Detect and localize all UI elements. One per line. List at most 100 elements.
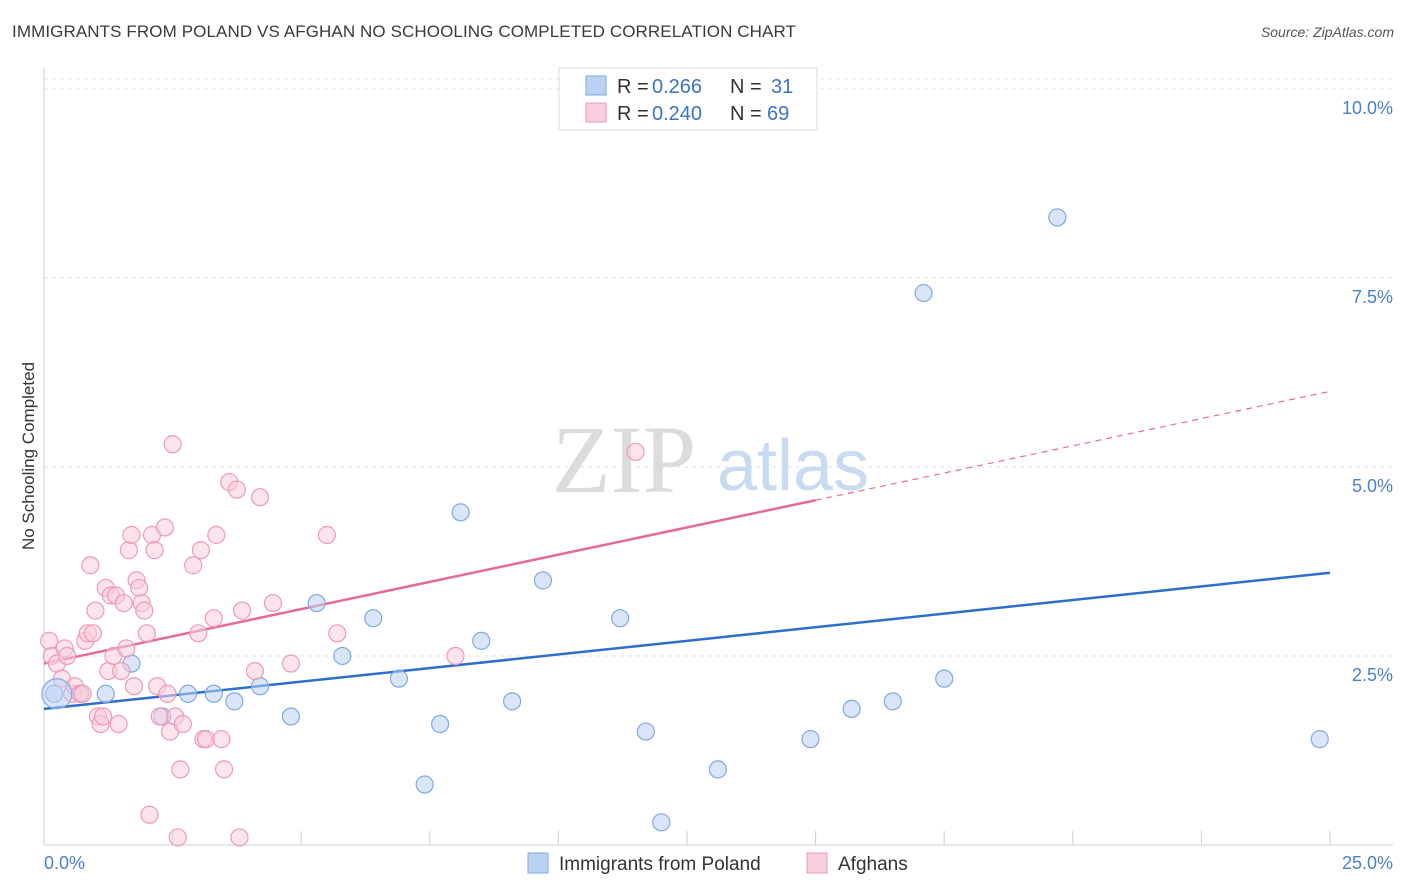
data-point-series-0 [883,692,902,711]
data-point-series-0 [451,503,470,522]
data-point-series-0 [430,714,450,734]
data-point-series-1 [150,707,169,726]
data-point-series-1 [40,631,59,650]
data-point-series-1 [137,624,156,643]
data-point-series-1 [212,730,231,749]
bottom-legend-swatch-poland [527,852,549,874]
data-point-series-0 [801,730,820,749]
data-point-series-1 [73,684,92,703]
y-axis-label: No Schooling Completed [19,362,38,550]
bottom-legend-label-poland: Immigrants from Poland [559,854,761,875]
data-point-series-0 [611,609,630,628]
data-point-series-0 [533,571,553,590]
watermark-zip: ZIP [552,406,696,513]
legend-n-label-poland: N = [730,76,762,98]
data-point-series-0 [503,692,522,711]
data-point-series-1 [184,556,203,575]
trend-line-series-0 [43,571,1331,711]
data-point-series-0 [389,669,409,688]
chart-source: Source: ZipAtlas.com [1260,24,1394,40]
data-point-series-0 [333,646,352,666]
legend-n-value-afghans: 69 [767,103,789,125]
trend-line-dashed-series-1 [815,390,1331,501]
data-point-series-1 [158,684,177,703]
y-tick-label: 5.0% [1352,476,1393,496]
data-point-series-1 [58,646,77,666]
data-point-series-1 [163,435,182,454]
legend-r-label-poland: R = [617,76,649,98]
data-point-series-1 [83,624,102,643]
data-points [40,208,1329,847]
legend-r-value-poland: 0.266 [652,76,702,98]
bottom-legend-label-afghans: Afghans [838,854,908,875]
data-point-series-1 [317,525,337,545]
data-point-series-1 [130,578,149,598]
data-point-series-1 [117,639,136,658]
bottom-legend: Immigrants from Poland Afghans [527,852,908,875]
data-point-series-1 [189,624,208,643]
data-point-series-1 [145,541,164,560]
y-tick-label: 7.5% [1352,287,1393,307]
data-point-series-1 [207,525,226,545]
legend-n-label-afghans: N = [730,103,762,125]
data-point-series-1 [109,714,128,734]
data-point-series-1 [81,556,100,575]
data-point-series-1 [245,661,265,681]
data-point-series-1 [155,518,174,537]
data-point-series-1 [124,677,144,696]
data-point-series-1 [173,714,192,734]
data-point-series-1 [86,601,105,620]
data-point-series-0 [415,775,434,794]
tick-labels: 2.5% 5.0% 7.5% 10.0% [1342,98,1393,685]
data-point-series-1 [122,525,141,545]
data-point-cluster [41,678,73,710]
data-point-series-0 [225,692,244,711]
data-point-series-1 [204,609,223,628]
chart-title: IMMIGRANTS FROM POLAND VS AFGHAN NO SCHO… [12,22,797,41]
data-point-series-1 [171,760,190,779]
data-point-series-1 [250,488,270,507]
data-point-series-0 [708,760,727,779]
data-point-series-0 [914,283,933,303]
grid-lines [44,78,1393,657]
data-point-series-0 [1048,208,1067,227]
data-point-series-0 [636,722,655,741]
y-tick-label: 2.5% [1352,665,1393,685]
legend: R = 0.266 N = 31 R = 0.240 N = 69 [558,67,818,131]
trend-line-series-1 [43,498,816,665]
data-point-series-0 [935,669,954,688]
data-point-series-0 [652,813,671,832]
watermark: ZIP atlas [552,406,869,513]
data-point-series-0 [281,707,301,726]
data-point-series-1 [135,601,154,620]
data-point-series-1 [191,541,210,560]
data-point-series-1 [446,646,465,666]
data-point-series-0 [96,684,115,703]
data-point-series-1 [114,593,133,613]
data-point-series-1 [263,593,283,613]
data-point-series-0 [250,677,270,696]
legend-swatch-afghans [585,102,607,123]
data-point-series-0 [1310,730,1329,749]
legend-swatch-poland [585,75,607,96]
data-point-series-0 [842,699,861,719]
data-point-series-1 [140,805,159,824]
bottom-legend-swatch-afghans [806,852,828,874]
data-point-series-1 [328,624,347,643]
legend-r-label-afghans: R = [617,103,649,125]
data-point-series-1 [227,480,246,499]
data-point-series-1 [196,730,216,749]
data-point-series-1 [626,442,645,461]
y-tick-label: 10.0% [1342,98,1393,118]
data-point-series-1 [119,541,138,560]
legend-n-value-poland: 31 [771,76,793,98]
data-point-series-1 [230,828,249,847]
data-point-series-0 [364,609,383,628]
x-tick-label-max: 25.0% [1342,853,1393,873]
legend-r-value-afghans: 0.240 [652,103,702,125]
data-point-series-1 [232,601,252,620]
data-point-series-1 [112,661,131,681]
data-point-series-0 [472,631,491,650]
data-point-series-0 [307,593,326,613]
